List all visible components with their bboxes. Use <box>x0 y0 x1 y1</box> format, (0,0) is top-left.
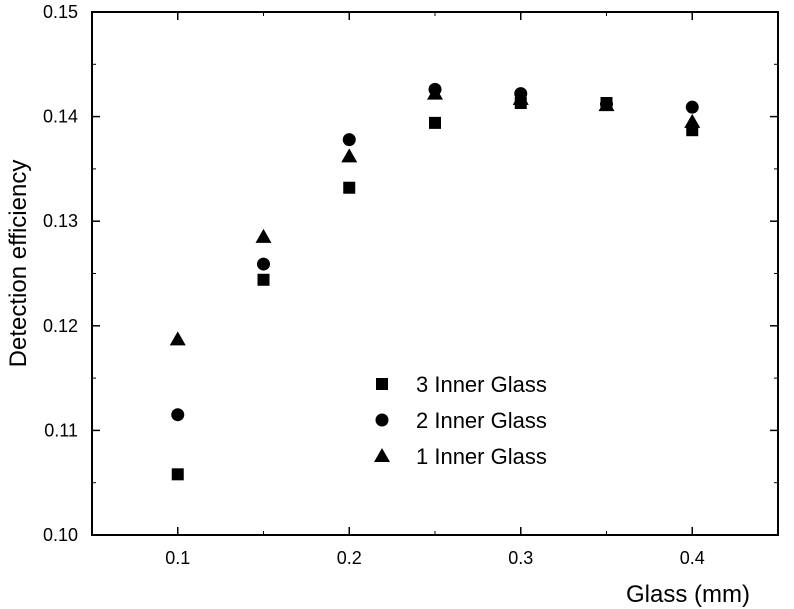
y-tick-label: 0.10 <box>43 525 78 545</box>
data-point-square <box>257 273 270 286</box>
data-point-triangle <box>341 148 358 163</box>
legend-marker-circle <box>375 413 389 427</box>
data-point-circle <box>685 100 699 114</box>
y-tick-label: 0.15 <box>43 2 78 22</box>
legend-label: 2 Inner Glass <box>416 408 547 433</box>
x-tick-label: 0.3 <box>508 548 533 568</box>
data-point-triangle <box>598 97 615 112</box>
legend-label: 3 Inner Glass <box>416 372 547 397</box>
data-point-square <box>429 116 441 129</box>
legend-marker-triangle <box>374 448 390 462</box>
data-point-triangle <box>427 85 443 100</box>
legend: 3 Inner Glass 2 Inner Glass 1 Inner Glass <box>374 372 547 469</box>
x-tick-label: 0.1 <box>165 548 190 568</box>
data-point-triangle <box>169 331 186 346</box>
x-tick-label: 0.4 <box>680 548 705 568</box>
data-point-square <box>171 468 184 481</box>
x-axis-title: Glass (mm) <box>626 581 750 608</box>
data-point-circle <box>342 133 356 147</box>
data-points <box>169 82 701 481</box>
x-tick-label: 0.2 <box>337 548 362 568</box>
data-point-circle <box>257 257 270 271</box>
data-point-triangle <box>512 90 529 105</box>
data-point-triangle <box>255 228 272 243</box>
data-point-triangle <box>684 113 701 128</box>
y-tick-label: 0.14 <box>43 107 78 127</box>
axis-ticks: 0.1 0.2 0.3 0.4 0.10 0.11 0.12 0.13 0.14 0.15 <box>43 2 779 568</box>
y-tick-label: 0.13 <box>43 211 78 231</box>
y-tick-label: 0.12 <box>43 316 78 336</box>
data-point-circle <box>171 408 185 422</box>
y-tick-label: 0.11 <box>44 420 78 440</box>
y-axis-title: Detection efficiency <box>5 160 32 368</box>
legend-label: 1 Inner Glass <box>416 444 547 469</box>
data-point-square <box>343 181 356 194</box>
legend-marker-square <box>376 378 388 390</box>
